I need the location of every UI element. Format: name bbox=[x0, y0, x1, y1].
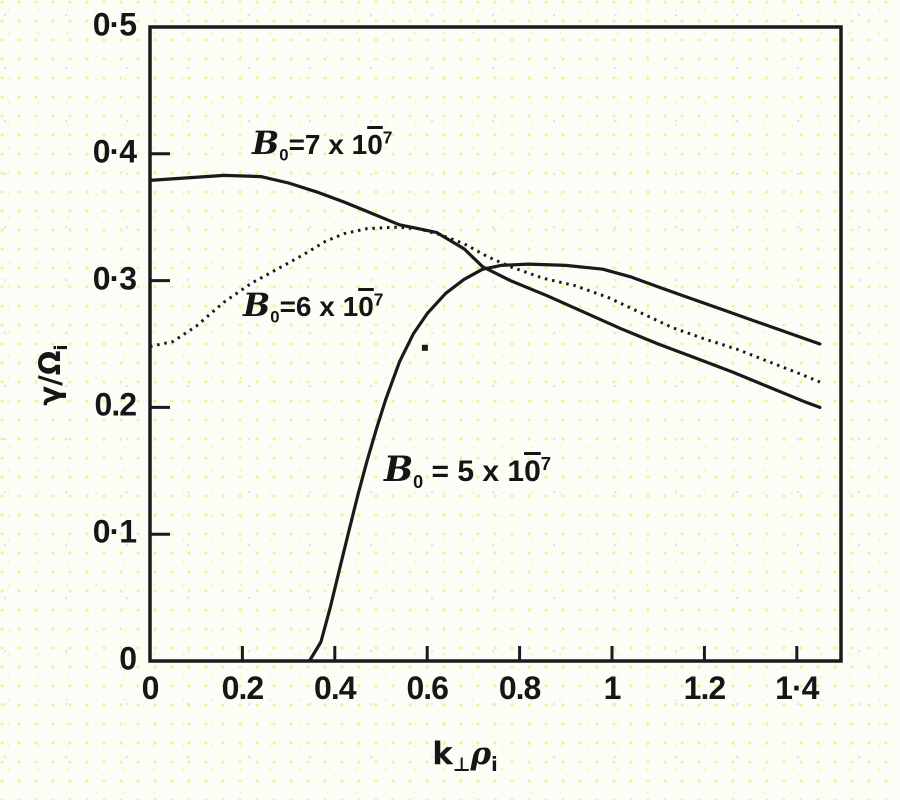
x-tick-label: 0 bbox=[141, 670, 160, 706]
exponent: 7 bbox=[382, 127, 393, 148]
x-axis-title-k: k bbox=[432, 736, 453, 772]
curve-label-b0-5e-7: B0 = 5 x 107 bbox=[384, 450, 551, 493]
stray-ink-dot bbox=[421, 344, 428, 351]
x-axis-title-subscript: i bbox=[491, 753, 498, 777]
overbar-zero: 0 bbox=[367, 129, 383, 160]
plot-frame bbox=[148, 25, 843, 663]
label-value: = 5 x 1 bbox=[423, 455, 525, 488]
y-tick-label: 0·4 bbox=[92, 133, 137, 170]
overbar-zero: 0 bbox=[358, 291, 374, 322]
y-tick-label: 0·1 bbox=[92, 513, 137, 550]
b-subscript: 0 bbox=[279, 145, 289, 165]
b-symbol: B bbox=[252, 124, 280, 162]
b-symbol: B bbox=[243, 286, 271, 324]
curve-label-b0-6e-7: B0=6 x 107 bbox=[243, 286, 383, 328]
x-tick-label: 1 bbox=[603, 670, 622, 706]
y-tick-label: 0 bbox=[119, 640, 137, 677]
x-axis-title-perp: ⊥ bbox=[452, 753, 471, 777]
b-subscript: 0 bbox=[270, 307, 280, 327]
x-tick-label: 0.2 bbox=[221, 670, 264, 706]
curve-b0-5e-7 bbox=[307, 262, 822, 663]
exponent: 7 bbox=[540, 453, 552, 474]
x-tick-label: 0.4 bbox=[314, 670, 356, 706]
x-tick-label: 0.6 bbox=[406, 670, 448, 706]
exponent: 7 bbox=[373, 289, 384, 310]
label-value: =7 x 1 bbox=[288, 129, 368, 160]
label-value: =6 x 1 bbox=[279, 291, 359, 322]
x-tick-label: 0.8 bbox=[498, 670, 541, 706]
curve-b0-6e-7 bbox=[149, 225, 821, 384]
y-tick-label: 0.2 bbox=[94, 387, 137, 424]
x-axis-title-rho: ρ bbox=[470, 736, 492, 772]
x-tick-label: 1·4 bbox=[775, 670, 819, 706]
b-symbol: B bbox=[384, 450, 414, 490]
x-tick-label: 1.2 bbox=[683, 670, 726, 706]
b-subscript: 0 bbox=[413, 472, 424, 492]
curve-b0-7e-7 bbox=[148, 173, 822, 409]
y-tick-label: 0·5 bbox=[92, 6, 137, 43]
y-tick-label: 0·3 bbox=[92, 260, 137, 297]
x-axis-title: k⊥ρi bbox=[400, 736, 530, 776]
overbar-zero: 0 bbox=[524, 455, 541, 488]
curve-label-b0-7e-7: B0=7 x 107 bbox=[252, 124, 392, 166]
y-axis-title-subscript: i bbox=[50, 344, 72, 351]
